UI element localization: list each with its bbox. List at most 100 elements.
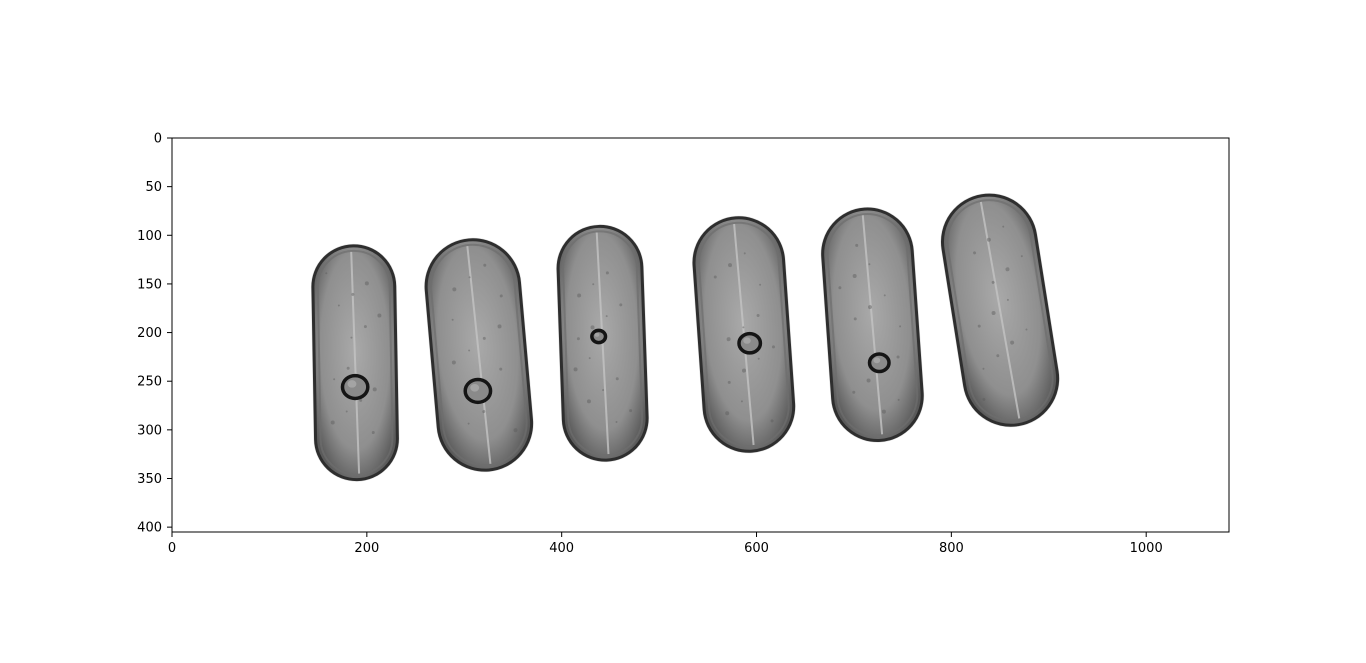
capsule-speckle xyxy=(592,283,595,286)
capsule-speckle xyxy=(868,305,873,310)
capsule-speckle xyxy=(759,283,762,286)
capsule-speckle xyxy=(726,337,731,342)
capsule-speckle xyxy=(629,409,633,413)
capsule-speckle xyxy=(615,420,618,423)
capsule xyxy=(940,193,1060,428)
capsule-speckle xyxy=(359,398,363,402)
capsule-speckle xyxy=(757,357,760,360)
capsule-speckle xyxy=(497,324,502,329)
capsule-speckle xyxy=(1006,298,1009,301)
air-bubble-highlight xyxy=(873,357,881,364)
capsules xyxy=(310,193,1060,482)
y-tick-label: 400 xyxy=(137,521,162,536)
capsule-speckle xyxy=(467,422,470,425)
capsule-speckle xyxy=(330,420,335,425)
capsule-speckle xyxy=(576,337,580,341)
capsule-speckle xyxy=(346,366,350,370)
capsule-speckle xyxy=(619,303,623,307)
air-bubble xyxy=(867,352,891,374)
axes-frame xyxy=(171,137,1230,533)
capsule-speckle xyxy=(363,325,367,329)
x-tick-label: 1000 xyxy=(1130,541,1163,556)
y-tick-label: 100 xyxy=(137,229,162,244)
capsule-speckle xyxy=(771,345,775,349)
y-tick-label: 0 xyxy=(154,132,162,147)
x-tick-label: 400 xyxy=(549,541,574,556)
y-axis: 0 50 100 150 200 250 300 350 400 xyxy=(137,132,172,536)
capsule-speckle xyxy=(996,354,1000,358)
capsule-speckle xyxy=(740,400,743,403)
capsule-speckle xyxy=(741,368,746,373)
y-tick-label: 200 xyxy=(137,326,162,341)
air-bubble xyxy=(340,373,370,401)
capsule-speckle xyxy=(756,313,760,317)
capsule-speckle xyxy=(897,398,900,401)
capsule xyxy=(820,207,925,443)
capsule-speckle xyxy=(590,325,595,330)
capsule-speckle xyxy=(973,251,977,255)
capsule-rim xyxy=(946,199,1054,422)
air-bubble-highlight xyxy=(347,380,357,388)
image-area xyxy=(172,138,1229,532)
capsule-speckle xyxy=(482,336,486,340)
capsule-speckle xyxy=(499,294,503,298)
capsule-seam xyxy=(861,215,884,435)
x-tick-label: 600 xyxy=(744,541,769,556)
capsule-speckle xyxy=(855,243,859,247)
capsule-speckle xyxy=(482,410,486,414)
x-tick-label: 200 xyxy=(354,541,379,556)
capsule-rim xyxy=(698,221,790,448)
capsule-speckle xyxy=(573,367,578,372)
capsule-speckle xyxy=(1020,255,1023,258)
capsule-speckle xyxy=(468,349,471,352)
x-axis: 0 200 400 600 800 1000 xyxy=(168,532,1163,556)
capsule-speckle xyxy=(499,367,503,371)
capsule-speckle xyxy=(337,304,340,307)
y-tick-label: 150 xyxy=(137,277,162,292)
capsule-speckle xyxy=(899,325,902,328)
capsule-seam xyxy=(979,201,1021,419)
air-bubble-highlight xyxy=(594,332,600,337)
capsule-speckle xyxy=(351,292,355,296)
air-bubble-highlight xyxy=(470,383,480,392)
capsule-speckle xyxy=(1025,328,1028,331)
capsule-speckle xyxy=(1002,225,1005,228)
capsule-speckle xyxy=(728,263,733,268)
capsule-speckle xyxy=(586,399,591,404)
capsule-speckle xyxy=(325,272,328,275)
capsule-speckle xyxy=(838,286,842,290)
capsule-speckle xyxy=(896,355,900,359)
y-tick-label: 350 xyxy=(137,472,162,487)
air-bubble-highlight xyxy=(743,337,751,344)
capsule-speckle xyxy=(868,263,871,266)
capsule-speckle xyxy=(713,275,717,279)
x-tick-label: 0 xyxy=(168,541,176,556)
capsule-rim xyxy=(826,213,919,437)
capsule-speckle xyxy=(991,280,995,284)
capsule-speckle xyxy=(377,313,382,318)
capsule-speckle xyxy=(588,357,591,360)
y-tick-label: 50 xyxy=(145,180,162,195)
capsule-speckle xyxy=(371,431,375,435)
capsule-speckle xyxy=(372,387,377,392)
capsule-speckle xyxy=(853,317,857,321)
capsule-seam xyxy=(466,245,492,464)
y-tick-label: 250 xyxy=(137,375,162,390)
capsule-speckle xyxy=(866,378,871,383)
capsule-speckle xyxy=(615,377,619,381)
capsule-rim xyxy=(430,243,528,467)
capsule-speckle xyxy=(852,273,857,278)
capsule-speckle xyxy=(483,263,487,267)
capsule-speckle xyxy=(991,311,996,316)
capsule-speckle xyxy=(986,237,991,242)
capsule-speckle xyxy=(350,336,353,339)
capsule-speckle xyxy=(852,390,856,394)
capsule-speckle xyxy=(742,326,745,329)
capsule-rim xyxy=(316,249,394,476)
capsule-speckle xyxy=(727,380,731,384)
x-tick-label: 800 xyxy=(939,541,964,556)
capsule-speckle xyxy=(345,410,348,413)
capsule-speckle xyxy=(364,281,369,286)
air-bubble xyxy=(463,377,493,405)
